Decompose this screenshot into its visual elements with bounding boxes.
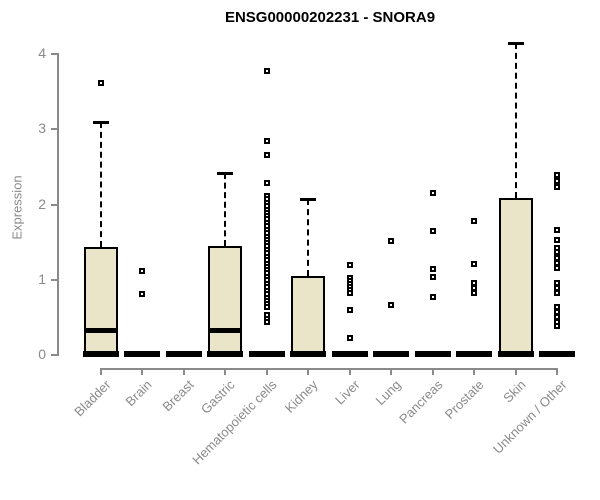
outlier-point <box>429 274 436 280</box>
x-tick <box>390 370 392 375</box>
outlier-point <box>346 335 353 341</box>
y-tick <box>51 128 57 130</box>
zero-bar-gastric <box>207 351 243 357</box>
outlier-point <box>263 180 270 186</box>
zero-bar-breast <box>165 351 202 357</box>
y-tick <box>51 354 57 356</box>
outlier-point <box>388 238 394 244</box>
outlier-point <box>263 304 270 310</box>
outlier-point <box>346 262 353 268</box>
outlier-point <box>429 266 436 272</box>
zero-bar-bladder <box>82 351 119 357</box>
zero-bar-liver <box>331 351 368 357</box>
zero-bar-kidney <box>290 351 326 357</box>
outlier-point <box>346 290 353 296</box>
x-tick <box>265 370 268 375</box>
outlier-point <box>346 307 353 313</box>
whisker-cap-gastric <box>217 172 233 176</box>
x-tick <box>556 370 558 375</box>
x-tick <box>514 370 517 375</box>
box-skin <box>498 198 533 356</box>
outlier-point <box>388 302 394 308</box>
y-tick-label: 3 <box>38 120 46 136</box>
y-tick <box>51 279 57 281</box>
y-tick <box>51 53 57 55</box>
outlier-point <box>263 138 270 144</box>
x-tick <box>307 370 309 375</box>
outlier-point <box>554 227 560 233</box>
outlier-point <box>263 319 270 325</box>
outlier-point <box>429 294 436 300</box>
y-axis-line <box>57 53 59 356</box>
whisker-bladder <box>99 122 102 248</box>
y-tick-label: 4 <box>38 45 46 61</box>
x-tick <box>431 370 434 375</box>
zero-bar-hematopoietic-cells <box>248 351 285 357</box>
box-gastric <box>208 246 242 356</box>
outlier-point <box>263 152 270 158</box>
box-kidney <box>291 276 325 356</box>
y-tick-label: 0 <box>38 346 46 362</box>
x-tick <box>224 370 226 375</box>
outlier-point <box>554 249 560 255</box>
box-bladder <box>83 247 118 356</box>
y-tick-label: 2 <box>38 196 46 212</box>
zero-bar-unknown-other <box>539 351 575 357</box>
y-tick <box>51 204 57 206</box>
median-line-bladder <box>83 328 118 333</box>
x-tick <box>473 370 475 375</box>
x-tick <box>141 370 143 375</box>
outlier-point <box>554 265 560 271</box>
outlier-point <box>97 80 104 86</box>
x-tick <box>99 370 102 375</box>
zero-bar-pancreas <box>414 351 451 357</box>
whisker-cap-kidney <box>300 197 316 201</box>
outlier-point <box>429 190 436 196</box>
zero-bar-lung <box>373 351 409 357</box>
outlier-point <box>139 291 145 297</box>
y-tick-label: 1 <box>38 271 46 287</box>
outlier-point <box>263 68 270 74</box>
whisker-gastric <box>224 173 226 247</box>
whisker-cap-skin <box>507 42 524 46</box>
outlier-point <box>554 237 560 243</box>
whisker-cap-bladder <box>92 121 109 125</box>
outlier-point <box>429 228 436 234</box>
zero-bar-brain <box>124 351 160 357</box>
whisker-skin <box>514 43 517 199</box>
outlier-point <box>554 323 560 329</box>
whisker-kidney <box>307 198 309 276</box>
chart-title: ENSG00000202231 - SNORA9 <box>224 9 436 26</box>
outlier-point <box>471 261 477 267</box>
outlier-point <box>471 218 477 224</box>
x-category-label-unknown-other: Unknown / Other <box>490 377 570 457</box>
outlier-point <box>554 172 560 178</box>
x-axis-line <box>99 368 558 370</box>
outlier-point <box>554 184 560 190</box>
x-tick <box>182 370 185 375</box>
zero-bar-prostate <box>456 351 492 357</box>
outlier-point <box>554 290 560 296</box>
outlier-point <box>554 178 560 184</box>
zero-bar-skin <box>497 351 534 357</box>
outlier-point <box>139 268 145 274</box>
outlier-point <box>471 290 477 296</box>
median-line-gastric <box>208 328 242 333</box>
x-tick <box>348 370 351 375</box>
